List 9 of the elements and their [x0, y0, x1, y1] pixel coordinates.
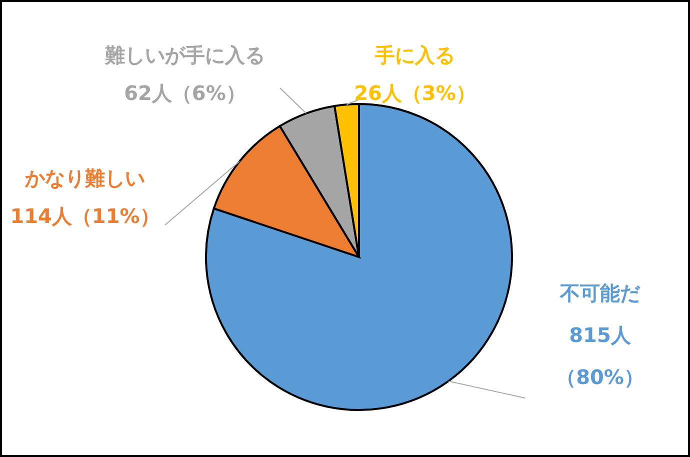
- slice-label: かなり難しい: [24, 166, 145, 190]
- data-label: 62人（6%）: [124, 81, 246, 105]
- slice-label: 不可能だ: [559, 281, 641, 305]
- slice-label: 手に入る: [374, 43, 455, 67]
- data-label: 26人（3%）: [354, 81, 476, 105]
- slice-label: 難しいが手に入る: [104, 43, 265, 67]
- pie-slice: [205, 103, 513, 411]
- data-label: 815人（80%）: [556, 323, 644, 389]
- data-label: 114人（11%）: [10, 204, 160, 228]
